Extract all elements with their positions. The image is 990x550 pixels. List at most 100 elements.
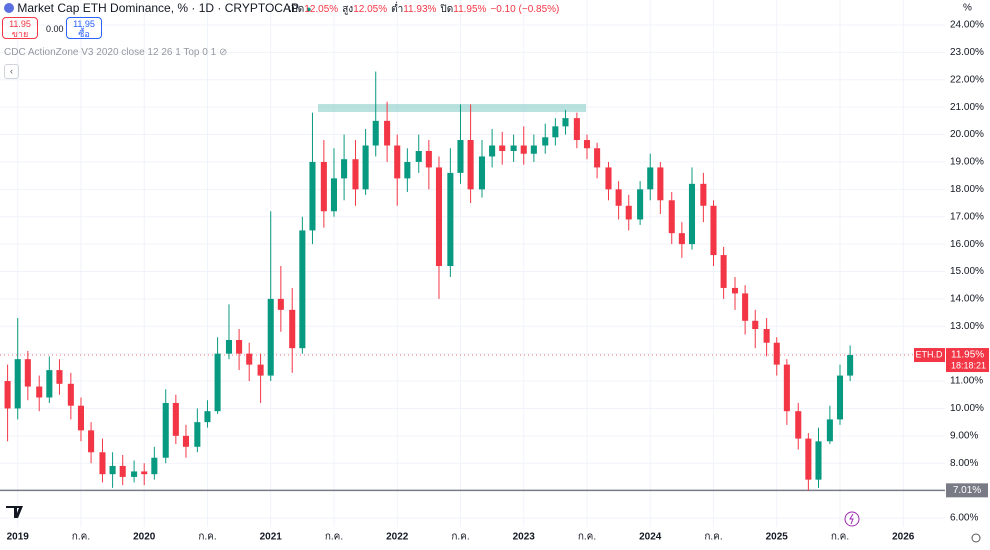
candle-body <box>24 359 31 387</box>
buy-label: ซื้อ <box>78 29 90 39</box>
candle-body <box>594 148 601 168</box>
candle-body <box>435 167 443 267</box>
candle-body <box>341 159 348 179</box>
settings-icon[interactable] <box>971 533 981 543</box>
legend-value: 11.95% <box>453 4 487 15</box>
candle-body <box>372 120 379 146</box>
candle-body <box>520 145 527 154</box>
price-tag-bg <box>946 348 989 373</box>
candle-body <box>214 353 221 412</box>
x-tick-label: ก.ค. <box>72 532 90 543</box>
candle-body <box>688 183 696 245</box>
x-tick-label: 2021 <box>260 532 283 543</box>
y-tick-label: 11.00% <box>950 376 983 387</box>
x-tick-label: ก.ค. <box>198 532 216 543</box>
candle-body <box>447 172 454 267</box>
candle-body <box>330 178 338 212</box>
candle-body <box>647 167 654 190</box>
candle-body <box>489 145 496 157</box>
candle-body <box>552 126 559 138</box>
symbol-tag-bg <box>914 348 945 363</box>
candle-body <box>56 370 63 384</box>
candle-body <box>625 205 632 220</box>
x-tick-label: 2023 <box>513 532 536 543</box>
candle-body <box>36 386 43 398</box>
y-tick-label: 10.00% <box>950 403 984 414</box>
x-tick-label: ก.ค. <box>831 532 849 543</box>
candle-body <box>404 161 411 179</box>
candle-body <box>530 145 537 154</box>
candle-body <box>415 150 422 162</box>
legend-label: ปิด <box>440 4 454 15</box>
candle-body <box>236 339 243 354</box>
x-tick-label: 2025 <box>766 532 789 543</box>
hline-label-bg <box>946 483 988 498</box>
candle-body <box>14 359 21 409</box>
candle-body <box>172 402 179 436</box>
spread: 0.00 <box>46 24 64 34</box>
market-dot: ● <box>306 4 312 14</box>
candle-body <box>763 329 770 343</box>
candle-body <box>847 355 854 376</box>
symbol-row: Market Cap ETH Dominance, % · 1D · CRYPT… <box>4 1 312 15</box>
x-tick-label: 2022 <box>386 532 409 543</box>
candle-body <box>836 375 844 420</box>
y-tick-label: 23.00% <box>950 47 984 58</box>
drawn-zone <box>318 104 586 112</box>
candle-body <box>131 471 138 477</box>
x-tick-label: 2019 <box>7 532 30 543</box>
x-tick-label: 2020 <box>133 532 156 543</box>
lightning-bolt <box>849 513 854 525</box>
x-tick-label: ก.ค. <box>451 532 469 543</box>
candle-body <box>277 298 284 310</box>
candle-body <box>773 342 780 365</box>
candle-body <box>815 441 822 480</box>
hline-label: 7.01% <box>953 485 981 496</box>
price-axis-bg <box>945 0 990 550</box>
y-tick-label: 18.00% <box>950 184 984 195</box>
y-tick-label: 21.00% <box>950 102 984 113</box>
candle-body <box>119 465 126 477</box>
symbol-tag: ETH.D <box>916 349 944 359</box>
y-tick-label: 19.00% <box>950 157 984 168</box>
sell-price: 11.95 <box>9 19 31 29</box>
y-tick-label: 22.00% <box>950 74 984 85</box>
axis-unit: % <box>963 3 972 14</box>
candle-body <box>194 422 201 447</box>
candle-body <box>141 471 148 475</box>
buy-button[interactable]: 11.95 ซื้อ <box>66 17 102 39</box>
y-tick-label: 17.00% <box>950 211 984 222</box>
candle-body <box>583 140 591 149</box>
candle-body <box>826 419 833 442</box>
x-tick-label: ก.ค. <box>578 532 596 543</box>
sell-button[interactable]: 11.95 ขาย <box>2 17 38 39</box>
x-tick-label: 2024 <box>639 532 662 543</box>
candle-body <box>299 230 306 349</box>
lightning-icon[interactable] <box>844 511 860 527</box>
candle-body <box>562 118 569 127</box>
collapse-button[interactable]: ‹ <box>4 64 19 79</box>
candle-body <box>752 320 759 330</box>
candle-body <box>88 430 95 453</box>
legend-value: 12.05% <box>353 4 388 15</box>
countdown: 18:18:21 <box>951 360 986 370</box>
candle-body <box>700 183 707 206</box>
candle-body <box>542 137 549 146</box>
candle-body <box>267 298 274 376</box>
candle-body <box>657 167 664 201</box>
eye-icon: ⊘ <box>218 47 228 58</box>
candle-body <box>225 339 233 354</box>
y-tick-label: 15.00% <box>950 266 984 277</box>
buy-price: 11.95 <box>73 19 95 29</box>
x-tick-label: ก.ค. <box>325 532 343 543</box>
candle-body <box>678 233 685 245</box>
symbol-icon <box>4 3 14 13</box>
candle-body <box>795 411 802 439</box>
candle-body <box>394 145 401 179</box>
candle-body <box>710 205 717 256</box>
symbol-title[interactable]: Market Cap ETH Dominance, % · 1D · CRYPT… <box>17 1 299 15</box>
candle-body <box>352 159 359 190</box>
candle-body <box>309 161 316 231</box>
ohlc-legend: เปิด12.05% สูง12.05% ต่ำ11.93% ปิด11.95% −0.… <box>288 2 563 17</box>
indicator-label[interactable]: CDC ActionZone V3 2020 close 12 26 1 Top… <box>4 47 227 58</box>
